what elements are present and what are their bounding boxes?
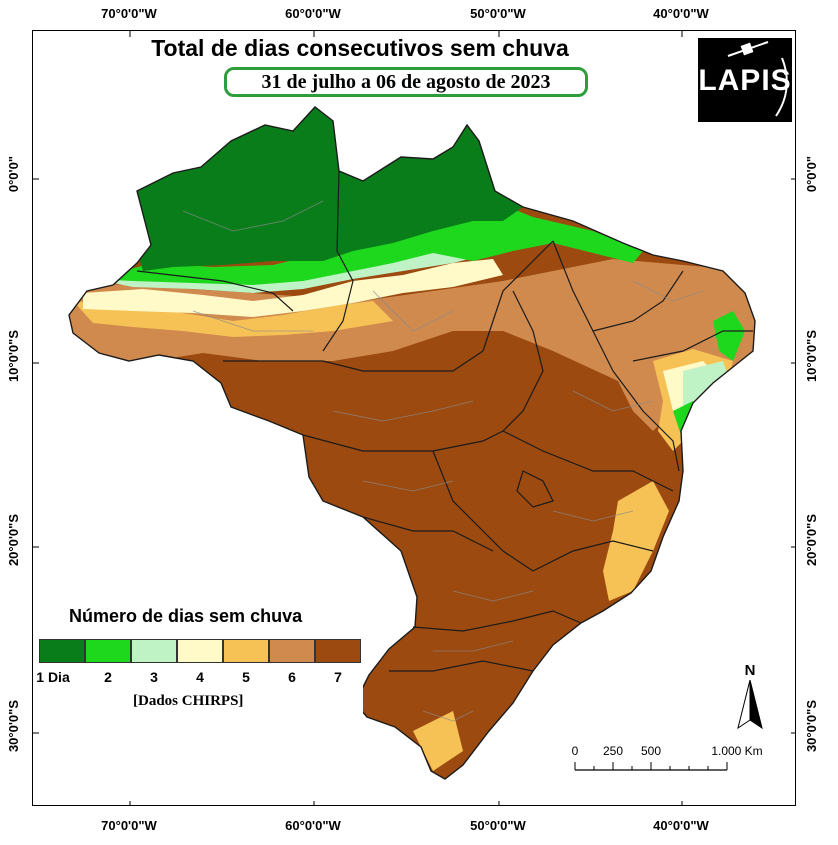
lon-label-40w-top: 40°0'0"W xyxy=(653,6,709,21)
north-arrow: N xyxy=(732,662,768,732)
mesoregion-line-3 xyxy=(372,290,454,332)
satellite-icon xyxy=(727,41,788,117)
region-3-days xyxy=(103,221,533,293)
mesoregion-line-8 xyxy=(452,590,534,602)
legend-label-3: 3 xyxy=(150,669,158,685)
scale-label-250: 250 xyxy=(602,744,624,758)
lat-label-20s-left: 20°0'0"S xyxy=(6,514,21,567)
brazil-map xyxy=(33,31,795,805)
region-4-days xyxy=(83,259,503,317)
border-df xyxy=(516,470,554,508)
legend-swatch-1 xyxy=(39,639,85,663)
graticule-ticks xyxy=(33,31,795,805)
scale-bar-line xyxy=(574,762,728,771)
lat-label-10s-right: 10°0'0"S xyxy=(804,330,819,383)
border-go-ba xyxy=(502,430,674,492)
mesoregion-line-2 xyxy=(192,310,313,332)
region-5-days-southeast xyxy=(603,481,669,601)
legend-swatch-7 xyxy=(315,639,361,663)
mesoregion-line-6 xyxy=(572,390,654,412)
lon-label-70w-top: 70°0'0"W xyxy=(101,6,157,21)
legend-source: [Dados CHIRPS] xyxy=(133,693,244,709)
legend-label-6: 6 xyxy=(288,669,296,685)
lat-label-30s-right: 30°0'0"S xyxy=(804,700,819,753)
north-label: N xyxy=(744,662,756,679)
legend-label-7: 7 xyxy=(334,669,342,685)
mesoregion-line-4 xyxy=(332,400,474,422)
mesoregion-line-7 xyxy=(552,510,634,522)
lat-label-20s-right: 20°0'0"S xyxy=(804,514,819,567)
region-3-days-east xyxy=(683,361,733,421)
lon-label-50w-bottom: 50°0'0"W xyxy=(470,818,526,833)
border-sc-rs xyxy=(389,660,534,672)
mesoregion-line-9 xyxy=(433,640,514,652)
legend-label-2: 2 xyxy=(104,669,112,685)
lat-label-10s-left: 10°0'0"S xyxy=(6,330,21,383)
legend-swatch-2 xyxy=(85,639,131,663)
mesoregion-line-5 xyxy=(362,480,454,492)
legend-swatch-3 xyxy=(131,639,177,663)
scale-label-1000: 1.000 Km xyxy=(711,744,763,758)
legend-swatch-4 xyxy=(177,639,223,663)
border-pi-ce xyxy=(592,270,684,332)
mesoregion-line-11 xyxy=(632,280,704,302)
lat-label-0-left: 0°0'0" xyxy=(6,156,21,193)
map-frame xyxy=(32,30,796,806)
legend: Número de dias sem chuva 1 Dia 2 3 4 5 6 7 [Da… xyxy=(33,596,363,724)
region-1-day xyxy=(137,107,523,271)
north-arrow-icon xyxy=(737,680,763,730)
lon-label-40w-bottom: 40°0'0"W xyxy=(653,818,709,833)
border-go-ms xyxy=(432,450,534,572)
period-badge: 31 de julho a 06 de agosto de 2023 xyxy=(224,67,588,97)
legend-title: Número de dias sem chuva xyxy=(69,606,303,626)
lon-label-60w-top: 60°0'0"W xyxy=(285,6,341,21)
legend-swatch-6 xyxy=(269,639,315,663)
border-to-west xyxy=(502,290,544,432)
lon-label-60w-bottom: 60°0'0"W xyxy=(285,818,341,833)
scale-bar: 0 250 500 1.000 Km xyxy=(565,740,775,780)
border-mg-south xyxy=(532,540,654,572)
border-ba-west xyxy=(612,370,680,472)
legend-swatch-5 xyxy=(223,639,269,663)
mesoregion-borders xyxy=(182,200,704,722)
legend-label-1: 1 Dia xyxy=(36,669,70,685)
scale-label-500: 500 xyxy=(640,744,662,758)
border-pa-to xyxy=(482,240,554,352)
mesoregion-line-1 xyxy=(182,200,324,232)
lat-label-30s-left: 30°0'0"S xyxy=(6,700,21,753)
logo-text: LAPIS xyxy=(698,64,792,97)
region-5-days-coast xyxy=(633,621,663,671)
legend-label-4: 4 xyxy=(196,669,204,685)
border-ma-pi xyxy=(552,240,614,372)
border-pe xyxy=(632,330,753,362)
border-ro-mt-north xyxy=(223,350,484,372)
border-pr-sc xyxy=(412,610,582,632)
border-am-ac xyxy=(136,270,294,312)
lon-label-70w-bottom: 70°0'0"W xyxy=(101,818,157,833)
border-am-pa xyxy=(322,170,354,352)
lat-label-0-right: 0°0'0" xyxy=(804,156,819,193)
scale-label-0: 0 xyxy=(571,744,579,758)
map-title: Total de dias consecutivos sem chuva xyxy=(151,35,569,61)
region-2-days-ne-coast xyxy=(713,311,745,361)
mesoregion-line-10 xyxy=(422,710,474,722)
lon-label-50w-top: 50°0'0"W xyxy=(470,6,526,21)
state-borders xyxy=(136,170,753,672)
lapis-logo: LAPIS xyxy=(698,38,792,122)
legend-label-5: 5 xyxy=(242,669,250,685)
border-ms-south xyxy=(362,516,494,552)
